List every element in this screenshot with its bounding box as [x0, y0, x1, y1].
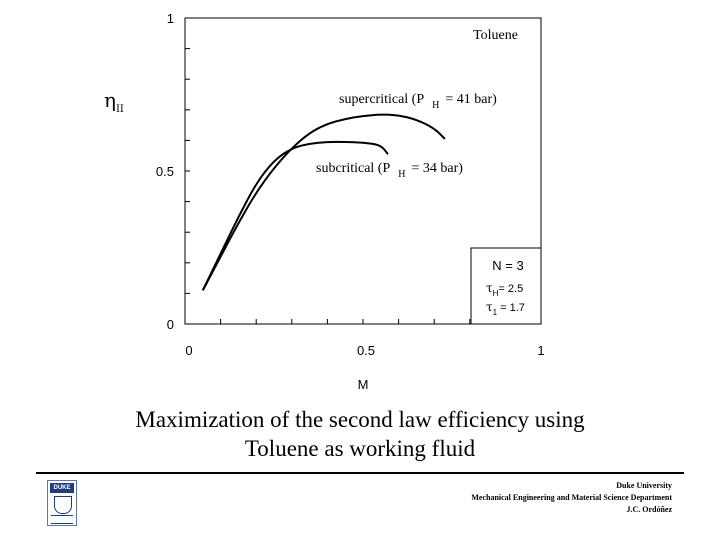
y-axis-label-sub: II: [116, 104, 124, 115]
tau-symbol: τ: [486, 281, 493, 295]
duke-logo-text: DUKE: [50, 483, 74, 493]
parameter-n: N = 3: [492, 258, 523, 273]
subcritical-label-text: subcritical (P: [316, 161, 390, 176]
supercritical-series-line: [201, 113, 446, 291]
x-tick-label: 0: [185, 343, 192, 358]
caption-line-2: Toluene as working fluid: [244, 436, 476, 461]
logo-lines: [51, 515, 73, 524]
footer-divider: [36, 472, 684, 474]
subcritical-label: subcritical (P H = 34 bar): [316, 161, 463, 180]
parameter-tau-1-value: = 1.7: [500, 302, 525, 314]
subcritical-series-line: [201, 140, 389, 291]
fluid-label: Toluene: [473, 28, 518, 43]
y-axis-label-main: η: [104, 88, 116, 112]
caption-line-1: Maximization of the second law efficienc…: [135, 407, 585, 432]
y-tick-label: 0: [167, 317, 174, 332]
footer-author: J.C. Ordóñez: [626, 505, 672, 514]
parameter-tau-h: τH= 2.5: [486, 281, 523, 298]
footer-credits: Duke University Mechanical Engineering a…: [471, 480, 672, 516]
parameter-tau-h-sub: H: [493, 289, 499, 298]
parameter-box: [470, 247, 542, 325]
subcritical-label-rest: = 34 bar): [412, 161, 464, 176]
parameter-tau-1-sub: 1: [493, 308, 498, 317]
y-tick-label: 1: [167, 11, 174, 26]
slide-caption: Maximization of the second law efficienc…: [60, 405, 660, 463]
footer-university: Duke University: [616, 481, 672, 490]
tau-symbol: τ: [486, 300, 493, 314]
supercritical-label-rest: = 41 bar): [445, 92, 497, 107]
y-axis-label: ηII: [104, 88, 124, 115]
parameter-tau-1: τ1 = 1.7: [486, 300, 525, 317]
shield-icon: [54, 496, 72, 514]
x-axis-label: M: [358, 377, 369, 392]
duke-logo: DUKE: [47, 480, 77, 526]
footer-department: Mechanical Engineering and Material Scie…: [471, 493, 672, 502]
x-tick-label: 0.5: [357, 343, 375, 358]
y-tick-label: 0.5: [156, 164, 174, 179]
supercritical-label: supercritical (P H = 41 bar): [339, 92, 497, 111]
x-tick-label: 1: [537, 343, 544, 358]
minor-ticks: [185, 48, 506, 324]
supercritical-label-text: supercritical (P: [339, 92, 424, 107]
subcritical-label-sub: H: [398, 169, 405, 180]
parameter-tau-h-value: = 2.5: [498, 283, 523, 295]
supercritical-label-sub: H: [432, 100, 439, 111]
